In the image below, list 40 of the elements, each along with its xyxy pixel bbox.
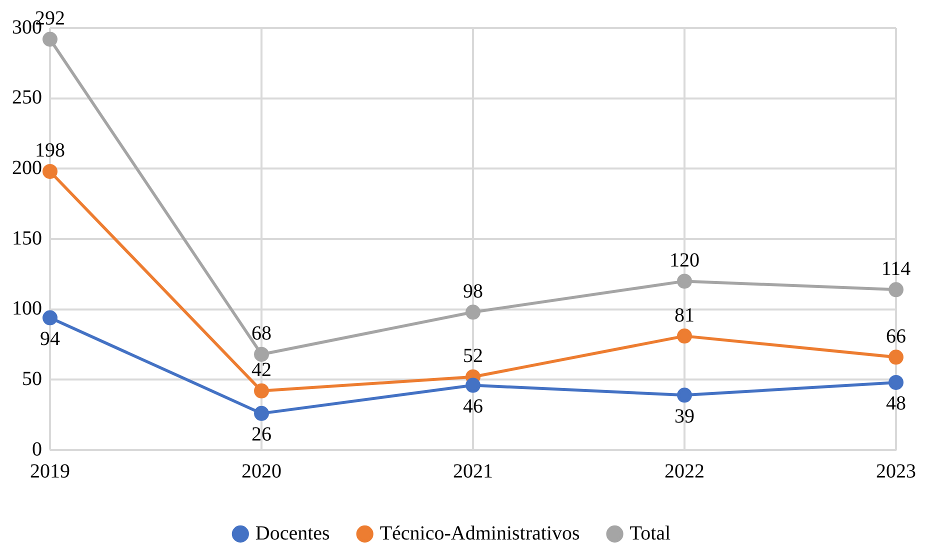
x-tick-label: 2022	[664, 460, 704, 482]
data-label: 120	[670, 249, 700, 272]
point	[254, 383, 269, 398]
point	[888, 350, 904, 365]
point	[466, 378, 480, 393]
data-label: 68	[252, 322, 272, 345]
y-tick-label: 0	[32, 438, 42, 460]
point	[677, 328, 692, 344]
point	[888, 282, 904, 298]
data-label: 26	[252, 424, 272, 446]
point	[42, 164, 58, 179]
point	[888, 374, 904, 390]
point	[254, 346, 269, 362]
x-tick-label: 2019	[30, 460, 70, 482]
data-label: 66	[886, 325, 906, 348]
x-tick-label: 2021	[453, 460, 493, 482]
x-tick-label: 2023	[876, 460, 916, 482]
data-label: 39	[674, 405, 694, 428]
data-label: 48	[886, 392, 906, 415]
legend-label: Total	[630, 522, 672, 544]
point	[677, 274, 692, 289]
legend-label: Técnico-Administrativos	[380, 522, 580, 544]
data-label: 81	[674, 304, 694, 326]
data-label: 98	[463, 280, 483, 302]
data-label: 42	[252, 359, 272, 382]
y-tick-label: 150	[12, 227, 42, 250]
data-label: 114	[881, 258, 911, 280]
data-label: 52	[463, 345, 483, 368]
data-label: 46	[463, 396, 483, 418]
point	[42, 32, 58, 47]
point	[254, 406, 269, 421]
y-tick-label: 250	[12, 86, 42, 109]
x-tick-label: 2020	[242, 460, 282, 482]
y-tick-label: 100	[12, 298, 42, 320]
point	[42, 310, 58, 326]
point	[677, 388, 692, 403]
legend-label: Docentes	[255, 522, 330, 544]
point	[466, 304, 480, 320]
y-tick-label: 50	[22, 368, 42, 390]
data-label: 94	[40, 328, 60, 350]
